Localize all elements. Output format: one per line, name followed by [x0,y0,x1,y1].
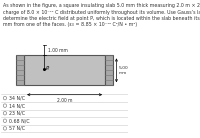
Text: 5.00
mm: 5.00 mm [118,66,128,75]
Bar [16,55,24,85]
Bar [105,55,113,85]
Text: 23 N/C: 23 N/C [9,111,25,116]
Text: 57 N/C: 57 N/C [9,126,25,131]
Text: 0.68 N/C: 0.68 N/C [9,118,29,123]
Text: 14 N/C: 14 N/C [9,103,25,108]
Text: 1.00 mm: 1.00 mm [48,48,67,53]
Bar [24,55,105,85]
Text: As shown in the figure, a square insulating slab 5.0 mm thick measuring 2.0 m × : As shown in the figure, a square insulat… [3,3,200,27]
Text: 34 N/C: 34 N/C [9,96,25,101]
Text: P.: P. [46,66,50,71]
Text: 2.00 m: 2.00 m [57,98,72,103]
